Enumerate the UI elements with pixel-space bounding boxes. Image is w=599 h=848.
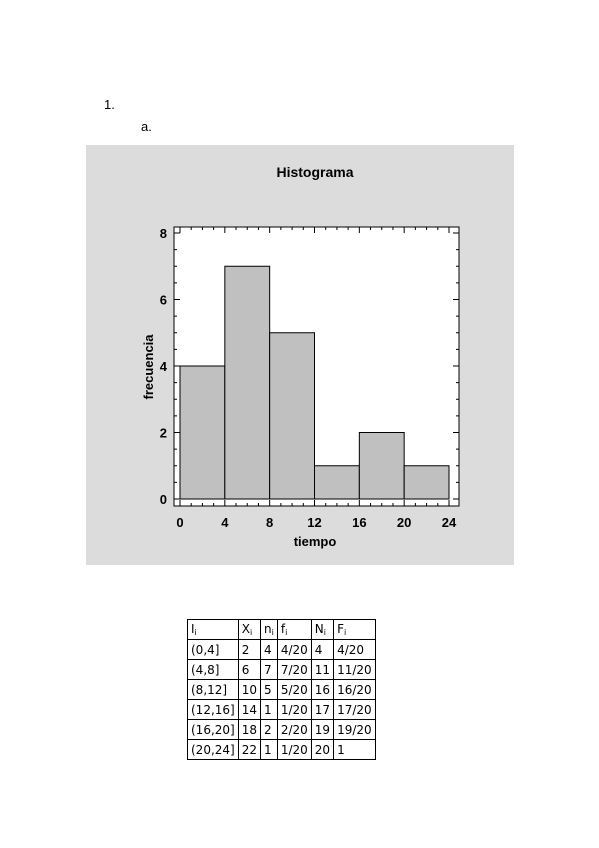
table-cell: 2/20 [276, 719, 312, 740]
frequency-table: Ii Xi ni fi Ni Fi (0,4] 2 4 4/20 4 4/20 (4,8] 6 7 7/20 1… [187, 619, 376, 760]
table-cell: 20 [310, 739, 335, 760]
header-symbol: f [280, 622, 286, 636]
table-cell: 18 [237, 719, 262, 740]
x-tick-label: 4 [221, 515, 229, 530]
header-symbol: F [337, 622, 344, 636]
table-cell: 17/20 [333, 699, 376, 720]
table-cell: 14 [237, 699, 262, 720]
table-header-cell: fi [276, 619, 312, 640]
x-tick-label: 20 [397, 515, 411, 530]
plot-frame [173, 226, 460, 507]
table-cell: 6 [237, 659, 262, 680]
header-symbol: I [191, 622, 195, 636]
table-cell: (0,4] [187, 639, 239, 660]
histogram-bar [179, 365, 226, 500]
table-header-cell: Xi [237, 619, 262, 640]
header-symbol: X [241, 622, 250, 636]
header-subscript: i [194, 628, 197, 637]
table-cell: 1/20 [276, 699, 312, 720]
histogram-bar [403, 465, 450, 500]
table-cell: 11 [310, 659, 335, 680]
table-cell: 7/20 [276, 659, 312, 680]
y-axis-label: frecuencia [141, 334, 156, 400]
header-subscript: i [285, 628, 288, 637]
table-cell: 4/20 [333, 639, 376, 660]
table-cell: 7 [260, 659, 278, 680]
table-cell: 19/20 [333, 719, 376, 740]
table-cell: 4/20 [276, 639, 312, 660]
y-tick-label: 4 [160, 359, 168, 374]
table-row: (8,12] 10 5 5/20 16 16/20 [187, 679, 376, 700]
y-tick-label: 8 [160, 226, 167, 241]
table-cell: 1/20 [276, 739, 312, 760]
table-cell: 1 [260, 699, 278, 720]
table-cell: 19 [310, 719, 335, 740]
header-subscript: i [323, 628, 327, 637]
table-cell: 1 [333, 739, 376, 760]
histogram-bar [314, 465, 360, 500]
table-cell: (16,20] [187, 719, 239, 740]
table-cell: 22 [237, 739, 262, 760]
sub-item-label: a. [141, 119, 152, 134]
y-tick-label: 0 [160, 492, 167, 507]
table-row: (12,16] 14 1 1/20 17 17/20 [187, 699, 376, 720]
y-tick-label: 6 [160, 293, 167, 308]
histogram-bar [224, 265, 271, 500]
x-tick-label: 8 [266, 515, 273, 530]
table-row: (20,24] 22 1 1/20 20 1 [187, 739, 376, 760]
table-cell: (12,16] [187, 699, 239, 720]
header-symbol: N [314, 622, 324, 636]
list-number: 1. [104, 97, 115, 112]
chart-title: Histograma [276, 164, 353, 180]
table-cell: 2 [237, 639, 262, 660]
table-cell: (20,24] [187, 739, 239, 760]
x-tick-label: 0 [176, 515, 183, 530]
histogram-panel: Histograma 0 4 8 12 16 20 24 0 2 4 6 8 tiempo frecu… [86, 145, 514, 565]
table-header-cell: Ii [187, 619, 239, 640]
header-subscript: i [343, 628, 347, 637]
x-tick-label: 24 [442, 515, 457, 530]
table-cell: 2 [260, 719, 278, 740]
table-header-cell: Fi [333, 619, 376, 640]
header-subscript: i [249, 628, 253, 637]
table-cell: 16 [310, 679, 335, 700]
table-cell: 16/20 [333, 679, 376, 700]
table-cell: 17 [310, 699, 335, 720]
table-cell: (8,12] [187, 679, 239, 700]
header-subscript: i [271, 628, 274, 637]
table-cell: 4 [310, 639, 335, 660]
y-tick-label: 2 [160, 426, 167, 441]
table-row: (0,4] 2 4 4/20 4 4/20 [187, 639, 376, 660]
table-cell: 4 [260, 639, 278, 660]
table-cell: 10 [237, 679, 262, 700]
table-cell: 5/20 [276, 679, 312, 700]
table-header-cell: Ni [310, 619, 335, 640]
histogram-bar [358, 432, 405, 500]
x-tick-label: 12 [307, 515, 321, 530]
header-symbol: n [264, 622, 272, 636]
histogram-bar [269, 332, 316, 500]
table-cell: 5 [260, 679, 278, 700]
table-cell: (4,8] [187, 659, 239, 680]
table-row: (16,20] 18 2 2/20 19 19/20 [187, 719, 376, 740]
table-header-cell: ni [260, 619, 278, 640]
table-row: (4,8] 6 7 7/20 11 11/20 [187, 659, 376, 680]
table-cell: 1 [260, 739, 278, 760]
table-header-row: Ii Xi ni fi Ni Fi [187, 619, 376, 640]
table-cell: 11/20 [333, 659, 376, 680]
x-axis-label: tiempo [294, 534, 337, 549]
x-tick-label: 16 [352, 515, 366, 530]
